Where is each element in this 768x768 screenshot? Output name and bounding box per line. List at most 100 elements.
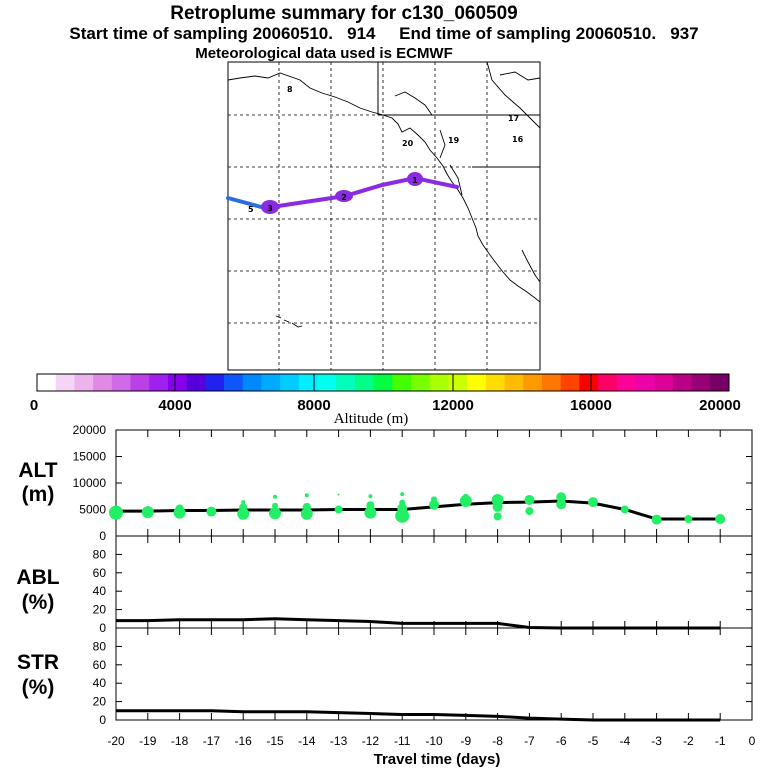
alt-point: [141, 506, 154, 519]
abl-panel: 0 20 40 60 80 ABL (%): [16, 535, 753, 635]
colorbar-frame: [36, 373, 730, 392]
track-marker-2: [335, 190, 353, 202]
abl-line: [116, 617, 721, 630]
str-ytick-label: 0: [99, 713, 106, 727]
str-ytick-label: 40: [93, 676, 107, 690]
alt-point: [300, 507, 313, 520]
colorbar-swatch: [541, 374, 562, 391]
alt-point: [366, 501, 375, 510]
abl-ytick-label: 60: [93, 566, 107, 580]
map-numbers: 8 20 19 17 16 5: [248, 85, 524, 214]
alt-point: [304, 493, 309, 498]
x-tick-label: -11: [394, 734, 411, 748]
map-number-17: 17: [508, 114, 519, 123]
x-tick-label: -1: [715, 734, 726, 748]
retroplume-track: [226, 175, 459, 210]
colorbar-swatch: [55, 374, 75, 391]
alt-point: [525, 507, 534, 516]
alt-point: [395, 508, 410, 523]
colorbar-swatch: [485, 374, 506, 391]
track-segment-purple: [263, 175, 459, 210]
x-tick-label: -13: [330, 734, 348, 748]
alt-ytick-label: 10000: [73, 476, 107, 490]
colorbar-swatch: [616, 374, 636, 391]
x-tick-label: -9: [460, 734, 471, 748]
alt-ylabel: ALT: [18, 459, 57, 482]
map-number-16: 16: [512, 135, 524, 144]
colorbar-swatch: [205, 374, 225, 391]
alt-point: [524, 494, 535, 505]
colorbar-swatch: [635, 374, 655, 391]
alt-point: [273, 494, 277, 499]
str-ytick-label: 60: [93, 658, 107, 672]
colorbar-swatch: [149, 374, 169, 391]
abl-ytick-label: 80: [93, 547, 107, 561]
x-tick-label: 0: [749, 734, 756, 748]
alt-point: [715, 514, 726, 525]
x-tick-label: -18: [171, 734, 189, 748]
alt-point: [684, 515, 693, 524]
alt-point: [241, 500, 246, 505]
colorbar-swatch: [167, 374, 188, 391]
alt-point: [493, 512, 502, 521]
track-marker-3: [261, 200, 279, 214]
alt-point: [429, 499, 439, 510]
met-data-subtitle: Meteorological data used is ECMWF: [195, 45, 453, 62]
colorbar-swatch: [448, 374, 468, 391]
abl-x-ticks: [115, 536, 753, 628]
colorbar-swatch: [111, 374, 132, 391]
str-ytick-label: 20: [93, 695, 107, 709]
alt-points: [109, 492, 726, 525]
colorbar-tick-12000: 12000: [432, 397, 474, 414]
alt-ytick-label: 15000: [73, 450, 107, 464]
coastline: [227, 61, 541, 303]
alt-point: [302, 502, 311, 511]
alt-point: [400, 492, 405, 497]
colorbar-tick-8000: 8000: [297, 397, 330, 414]
colorbar-tick-20000: 20000: [699, 397, 741, 414]
colorbar-tick-0: 0: [30, 397, 38, 414]
colorbar-swatch: [691, 374, 711, 391]
colorbar-tick-16000: 16000: [570, 397, 612, 414]
alt-point: [399, 499, 406, 506]
alt-ytick-label: 20000: [73, 423, 107, 437]
map-number-19: 19: [448, 136, 460, 145]
alt-point: [109, 505, 123, 520]
str-ytick-label: 80: [93, 639, 107, 653]
colorbar-swatch: [280, 374, 300, 391]
alt-point: [337, 493, 340, 496]
alt-point: [620, 505, 629, 514]
colorbar-swatch: [598, 374, 618, 391]
x-tick-label: -16: [235, 734, 253, 748]
x-tick-label: -14: [298, 734, 316, 748]
x-tick-label: -10: [425, 734, 443, 748]
x-tick-label: -2: [683, 734, 694, 748]
str-y-ticks: 0 20 40 60 80: [93, 639, 752, 727]
abl-panel-frame: [115, 535, 753, 629]
colorbar-swatch: [354, 374, 375, 391]
colorbar-swatch: [560, 374, 580, 391]
alt-y-ticks: 0 5000 10000 15000 20000: [73, 423, 752, 543]
altitude-colorbar: [36, 373, 730, 392]
colorbar-swatch: [523, 374, 543, 391]
alt-point: [462, 493, 469, 500]
x-tick-label: -20: [107, 734, 125, 748]
track-label-1: 1: [412, 176, 418, 185]
x-tick-label: -17: [203, 734, 221, 748]
colorbar-swatch: [74, 374, 94, 391]
colorbar-swatch: [429, 374, 449, 391]
x-tick-label: -12: [362, 734, 380, 748]
str-x-ticks: [115, 628, 753, 720]
colorbar-swatch: [373, 374, 393, 391]
track-marker-1: [407, 172, 423, 186]
colorbar-ticks: 0 4000 8000 12000 16000 20000 Altitude (…: [30, 397, 741, 427]
track-segment-blue: [226, 196, 267, 210]
colorbar-swatch: [654, 374, 674, 391]
map-number-8: 8: [287, 85, 293, 94]
abl-ylabel: ABL: [16, 566, 59, 589]
colorbar-swatch: [242, 374, 262, 391]
track-label-2: 2: [341, 193, 347, 202]
colorbar-swatch: [504, 374, 524, 391]
colorbar-swatch: [186, 374, 206, 391]
x-tick-label: -19: [139, 734, 157, 748]
